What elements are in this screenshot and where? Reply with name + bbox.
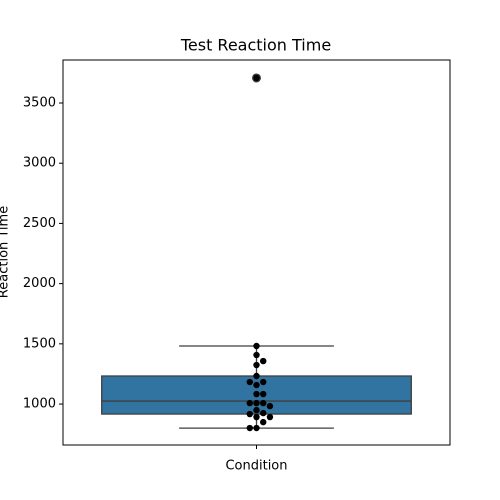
swarm-point bbox=[246, 410, 253, 418]
swarm-point bbox=[253, 413, 260, 421]
swarm-point bbox=[260, 357, 267, 365]
swarm-point bbox=[253, 342, 260, 350]
swarm-point bbox=[253, 406, 260, 414]
y-tick-label: 1500 bbox=[23, 336, 56, 351]
swarm-point bbox=[260, 390, 267, 398]
swarm-point bbox=[246, 378, 253, 386]
swarm-point bbox=[266, 413, 274, 421]
y-tick-label: 2000 bbox=[23, 276, 56, 291]
swarm-point bbox=[260, 378, 267, 386]
chart-title: Test Reaction Time bbox=[180, 36, 331, 55]
swarm-point bbox=[253, 399, 260, 407]
swarm-point bbox=[260, 418, 267, 426]
swarm-point bbox=[266, 402, 274, 410]
y-tick-label: 1000 bbox=[23, 397, 56, 412]
y-tick-label: 3500 bbox=[23, 95, 56, 110]
x-tick-label: Condition bbox=[225, 459, 287, 474]
swarm-point bbox=[246, 399, 253, 407]
swarm-point bbox=[253, 390, 260, 398]
swarm-point bbox=[253, 372, 260, 380]
swarm-point bbox=[246, 424, 253, 432]
swarm-point bbox=[253, 74, 260, 82]
y-axis-label: Reaction Time bbox=[0, 206, 12, 298]
y-tick-label: 2500 bbox=[23, 216, 56, 231]
swarm-point bbox=[260, 409, 267, 417]
swarm-point bbox=[253, 381, 260, 389]
swarm-point bbox=[260, 399, 267, 407]
y-tick-label: 3000 bbox=[23, 156, 56, 171]
swarm-point bbox=[253, 361, 260, 369]
swarm-point bbox=[253, 424, 260, 432]
swarm-point bbox=[253, 351, 260, 359]
